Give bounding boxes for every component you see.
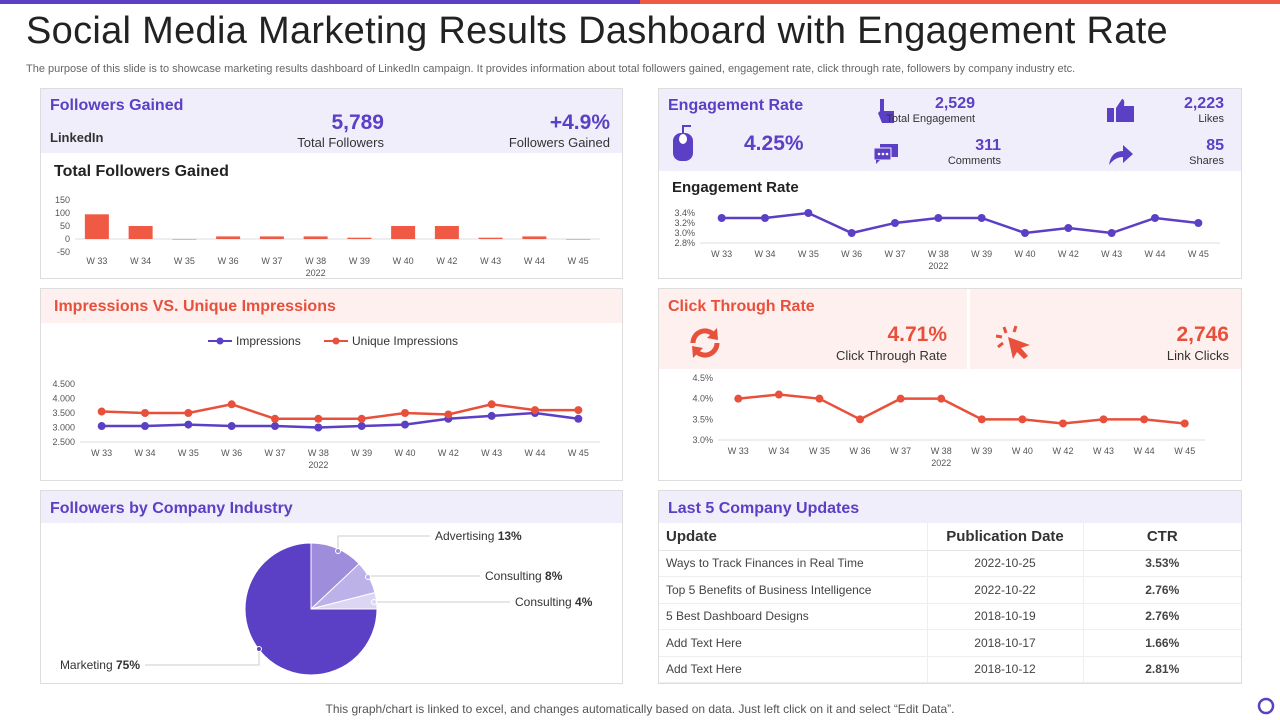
col-ctr: CTR (1083, 523, 1241, 551)
table-row: 5 Best Dashboard Designs 2018-10-19 2.76% (659, 603, 1241, 630)
ctr-cell: 2.81% (1083, 656, 1241, 683)
update-cell: Top 5 Benefits of Business Intelligence (659, 576, 928, 604)
stat-total-engagement: 2,529 Total Engagement (886, 95, 975, 125)
date-cell: 2018-10-19 (927, 603, 1084, 630)
loading-circle-icon (1257, 697, 1275, 715)
ctr-cell: 3.53% (1083, 550, 1241, 577)
top-accent-bar-red (640, 0, 1280, 4)
ctr-cell: 1.66% (1083, 629, 1241, 657)
engagement-panel: Engagement Rate 4.25% 2,529 Total Engagem… (658, 88, 1242, 279)
table-row: Ways to Track Finances in Real Time 2022-… (659, 550, 1241, 577)
mouse-icon (673, 125, 693, 161)
ctr-cell: 2.76% (1083, 603, 1241, 630)
date-cell: 2022-10-25 (927, 550, 1084, 577)
updates-panel: Last 5 Company Updates Update Publicatio… (658, 490, 1242, 684)
stat-comments: 311 Comments (947, 137, 1001, 167)
table-row: Add Text Here 2018-10-17 1.66% (659, 629, 1241, 657)
pointer-hand-icon (878, 99, 894, 123)
updates-table: Update Publication Date CTR Ways to Trac… (659, 523, 1241, 683)
ctr-label: Click Through Rate (835, 348, 947, 363)
panel-title: Engagement Rate (668, 97, 804, 114)
refresh-icon (690, 328, 720, 358)
link-clicks-label: Link Clicks (1166, 348, 1229, 363)
panel-title: Last 5 Company Updates (668, 500, 860, 517)
total-followers-label: Total Followers (297, 135, 384, 150)
platform-label: LinkedIn (50, 130, 104, 145)
ctr-panel: Click Through Rate 4.71% Click Through R… (658, 288, 1242, 481)
panel-title: Click Through Rate (668, 298, 815, 315)
table-header-row: Update Publication Date CTR (659, 523, 1241, 551)
impressions-panel: Impressions VS. Unique Impressions (40, 288, 623, 481)
update-cell: Add Text Here (659, 656, 928, 683)
engagement-rate-value: 4.25% (744, 132, 804, 155)
followers-growth-label: Followers Gained (508, 135, 610, 150)
chart-title: Engagement Rate (672, 179, 799, 196)
share-arrow-icon (1109, 145, 1133, 165)
col-publication-date: Publication Date (927, 523, 1084, 551)
industry-panel: Followers by Company Industry (40, 490, 623, 684)
panel-title: Impressions VS. Unique Impressions (54, 298, 336, 315)
page-title: Social Media Marketing Results Dashboard… (26, 10, 1168, 52)
total-followers-value: 5,789 (331, 111, 384, 134)
stat-shares: 85 Shares (1189, 137, 1224, 167)
ctr-value: 4.71% (887, 323, 947, 346)
chart-title: Total Followers Gained (54, 163, 229, 180)
top-accent-bar (0, 0, 640, 4)
update-cell: Add Text Here (659, 629, 928, 657)
col-update: Update (659, 523, 928, 551)
stat-likes: 2,223 Likes (1183, 95, 1224, 125)
chat-bubbles-icon (873, 144, 898, 164)
date-cell: 2018-10-12 (927, 656, 1084, 683)
footer-note: This graph/chart is linked to excel, and… (325, 702, 955, 716)
followers-growth-value: +4.9% (549, 111, 610, 134)
thumbs-up-icon (1107, 99, 1134, 122)
table-row: Add Text Here 2018-10-12 2.81% (659, 656, 1241, 683)
ctr-cell: 2.76% (1083, 576, 1241, 604)
page-subtitle: The purpose of this slide is to showcase… (26, 63, 1076, 75)
link-clicks-value: 2,746 (1176, 323, 1229, 346)
panel-title: Followers Gained (50, 97, 184, 114)
table-row: Top 5 Benefits of Business Intelligence 2… (659, 576, 1241, 604)
panel-title: Followers by Company Industry (50, 500, 293, 517)
date-cell: 2022-10-22 (927, 576, 1084, 604)
update-cell: 5 Best Dashboard Designs (659, 603, 928, 630)
date-cell: 2018-10-17 (927, 629, 1084, 657)
cursor-click-icon (995, 325, 1030, 359)
update-cell: Ways to Track Finances in Real Time (659, 550, 928, 577)
followers-panel: Followers Gained LinkedIn 5,789 Total Fo… (40, 88, 623, 279)
